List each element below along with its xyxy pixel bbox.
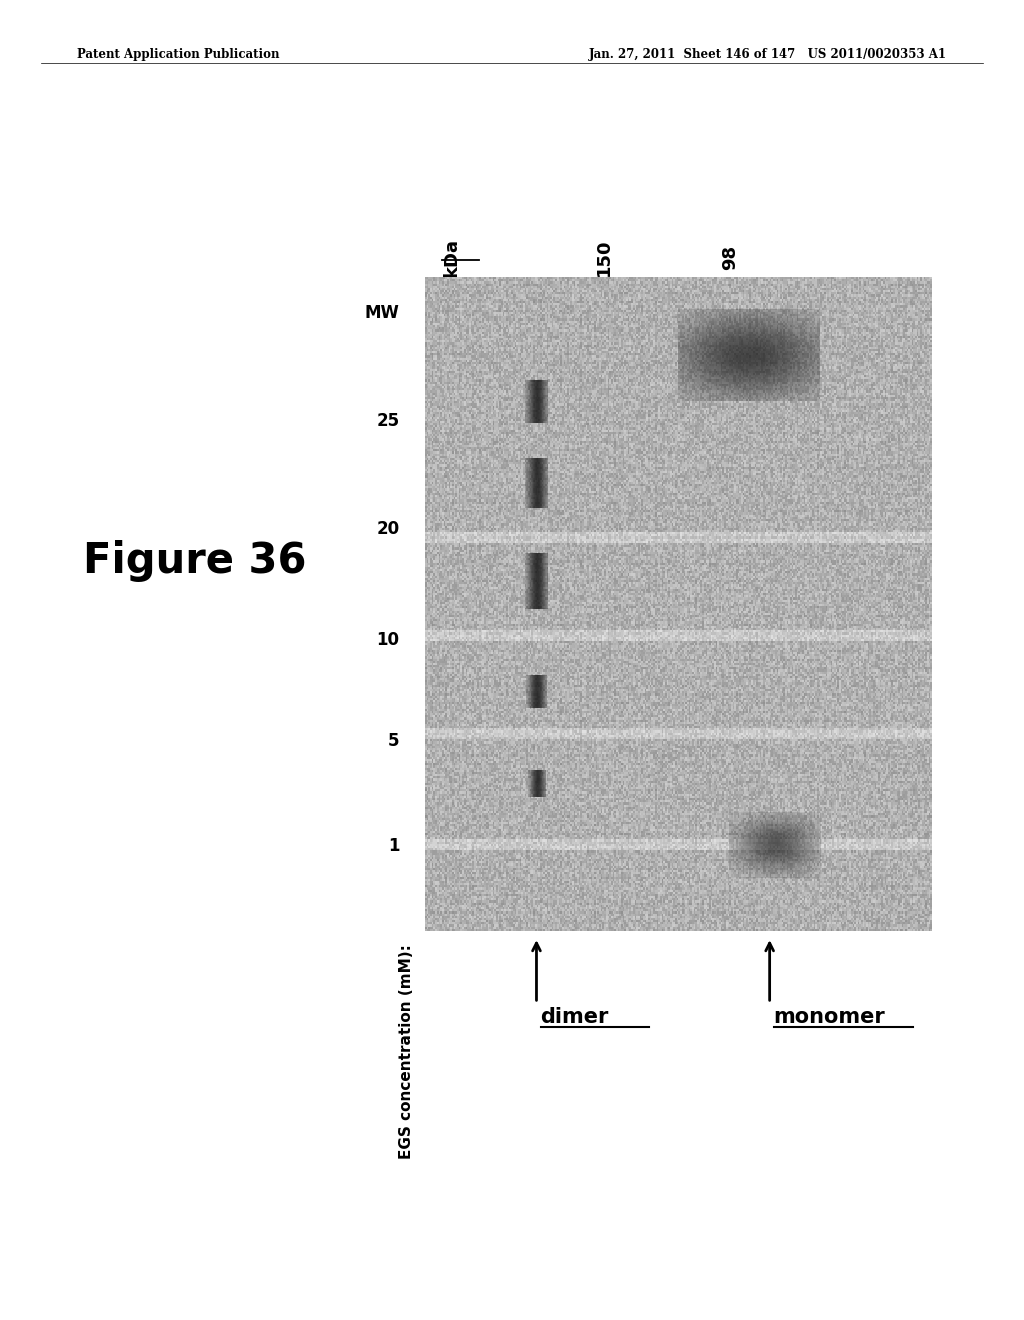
Text: 25: 25 (376, 412, 399, 430)
Text: MW: MW (365, 304, 399, 322)
Text: dimer: dimer (541, 1007, 609, 1027)
Text: Figure 36: Figure 36 (83, 540, 306, 582)
Text: 98: 98 (721, 244, 739, 271)
Text: monomer: monomer (774, 1007, 886, 1027)
Text: Jan. 27, 2011  Sheet 146 of 147   US 2011/0020353 A1: Jan. 27, 2011 Sheet 146 of 147 US 2011/0… (589, 49, 947, 61)
Text: 5: 5 (388, 733, 399, 750)
Text: 10: 10 (377, 631, 399, 649)
Text: Patent Application Publication: Patent Application Publication (77, 49, 280, 61)
Text: 150: 150 (595, 239, 612, 276)
Text: 20: 20 (376, 520, 399, 537)
Text: 1: 1 (388, 837, 399, 854)
Text: EGS concentration (mM):: EGS concentration (mM): (399, 944, 415, 1159)
Text: kDa: kDa (442, 238, 461, 277)
